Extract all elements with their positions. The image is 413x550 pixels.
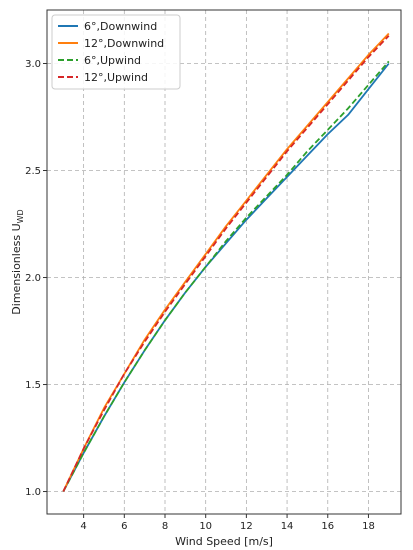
plot-area-frame	[46, 9, 402, 515]
x-tick-label: 12	[240, 521, 253, 532]
legend: 6°,Downwind 12°,Downwind 6°,Upwind 12°,Upwi…	[51, 14, 181, 90]
y-tick-label: 1.0	[25, 487, 41, 498]
legend-label: 12°,Upwind	[84, 71, 148, 84]
x-tick-label: 18	[362, 521, 375, 532]
x-tick-label: 14	[281, 521, 294, 532]
y-tick-label: 3.0	[25, 59, 41, 70]
y-axis-label-main: Dimensionless U	[10, 223, 23, 314]
x-tick-label: 8	[162, 521, 168, 532]
legend-label: 6°,Downwind	[84, 20, 157, 33]
x-tick-label: 4	[80, 521, 86, 532]
x-axis-label: Wind Speed [m/s]	[175, 535, 273, 548]
y-axis-label-subscript: WD	[16, 209, 25, 223]
axis-ticks: 4 6 8 10 12 14 16 18 1.0 1.5 2.0 2.5 3.0	[25, 59, 375, 532]
y-axis-label: Dimensionless UWD	[10, 209, 25, 314]
legend-label: 6°,Upwind	[84, 54, 141, 67]
y-tick-label: 1.5	[25, 380, 41, 391]
x-tick-label: 16	[321, 521, 334, 532]
y-tick-label: 2.0	[25, 273, 41, 284]
legend-box	[51, 14, 181, 90]
grid	[47, 10, 401, 514]
series-line	[62, 60, 390, 492]
series-line	[62, 35, 390, 492]
y-tick-label: 2.5	[25, 166, 41, 177]
x-tick-label: 6	[121, 521, 127, 532]
legend-label: 12°,Downwind	[84, 37, 164, 50]
x-tick-label: 10	[199, 521, 212, 532]
series-lines	[62, 32, 390, 492]
